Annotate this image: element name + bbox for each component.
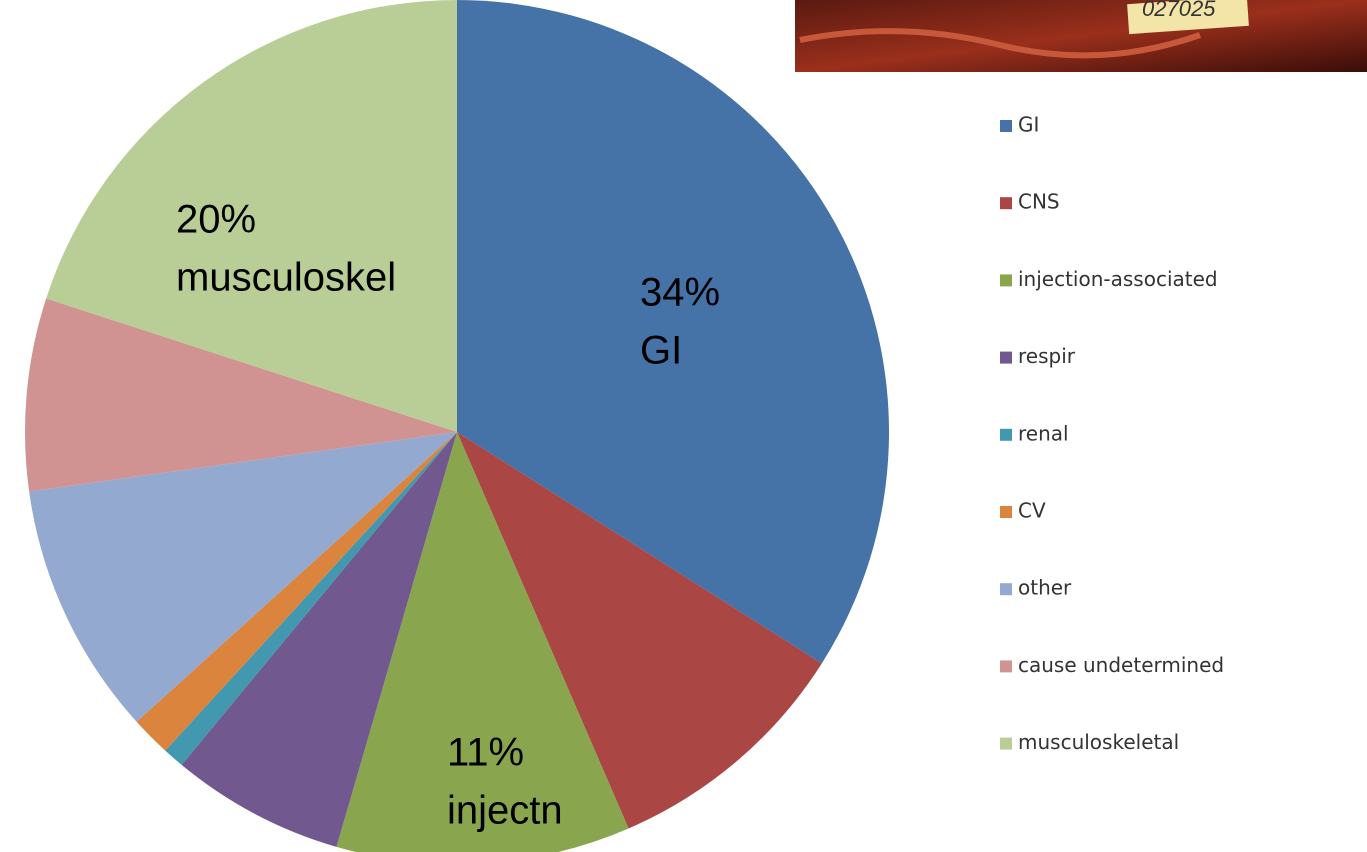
legend-label: injection-associated xyxy=(1018,267,1218,291)
data-label-name: GI xyxy=(640,329,682,373)
legend-swatch xyxy=(1000,274,1012,286)
legend-label: GI xyxy=(1018,113,1039,137)
legend-swatch xyxy=(1000,506,1012,518)
legend-label: cause undetermined xyxy=(1018,653,1224,677)
legend-label: CV xyxy=(1018,499,1046,523)
legend-swatch xyxy=(1000,660,1012,672)
data-label: 11% xyxy=(447,731,524,775)
legend-label: musculoskeletal xyxy=(1018,730,1179,754)
legend-label: other xyxy=(1018,576,1072,600)
data-label-name: musculoskel xyxy=(176,256,396,300)
chart: 027025 34% GI 11% injectn 20% musculoskel GI CN… xyxy=(0,0,1367,852)
legend-label: renal xyxy=(1018,421,1069,445)
legend-swatch xyxy=(1000,738,1012,750)
photo-tag-text: 027025 xyxy=(1142,0,1216,21)
legend-swatch xyxy=(1000,583,1012,595)
photo-image xyxy=(795,0,1367,72)
page: 027025 34% GI 11% injectn 20% musculoskel GI CN… xyxy=(0,0,1367,852)
legend-swatch xyxy=(1000,429,1012,441)
legend-swatch xyxy=(1000,120,1012,132)
data-label-name: injectn xyxy=(447,789,563,833)
data-label: 34% xyxy=(640,271,720,315)
legend-swatch xyxy=(1000,352,1012,364)
photo: 027025 xyxy=(795,0,1367,72)
data-label: 20% xyxy=(176,198,256,242)
legend-label: CNS xyxy=(1018,190,1060,214)
legend-swatch xyxy=(1000,197,1012,209)
legend-label: respir xyxy=(1018,344,1076,368)
